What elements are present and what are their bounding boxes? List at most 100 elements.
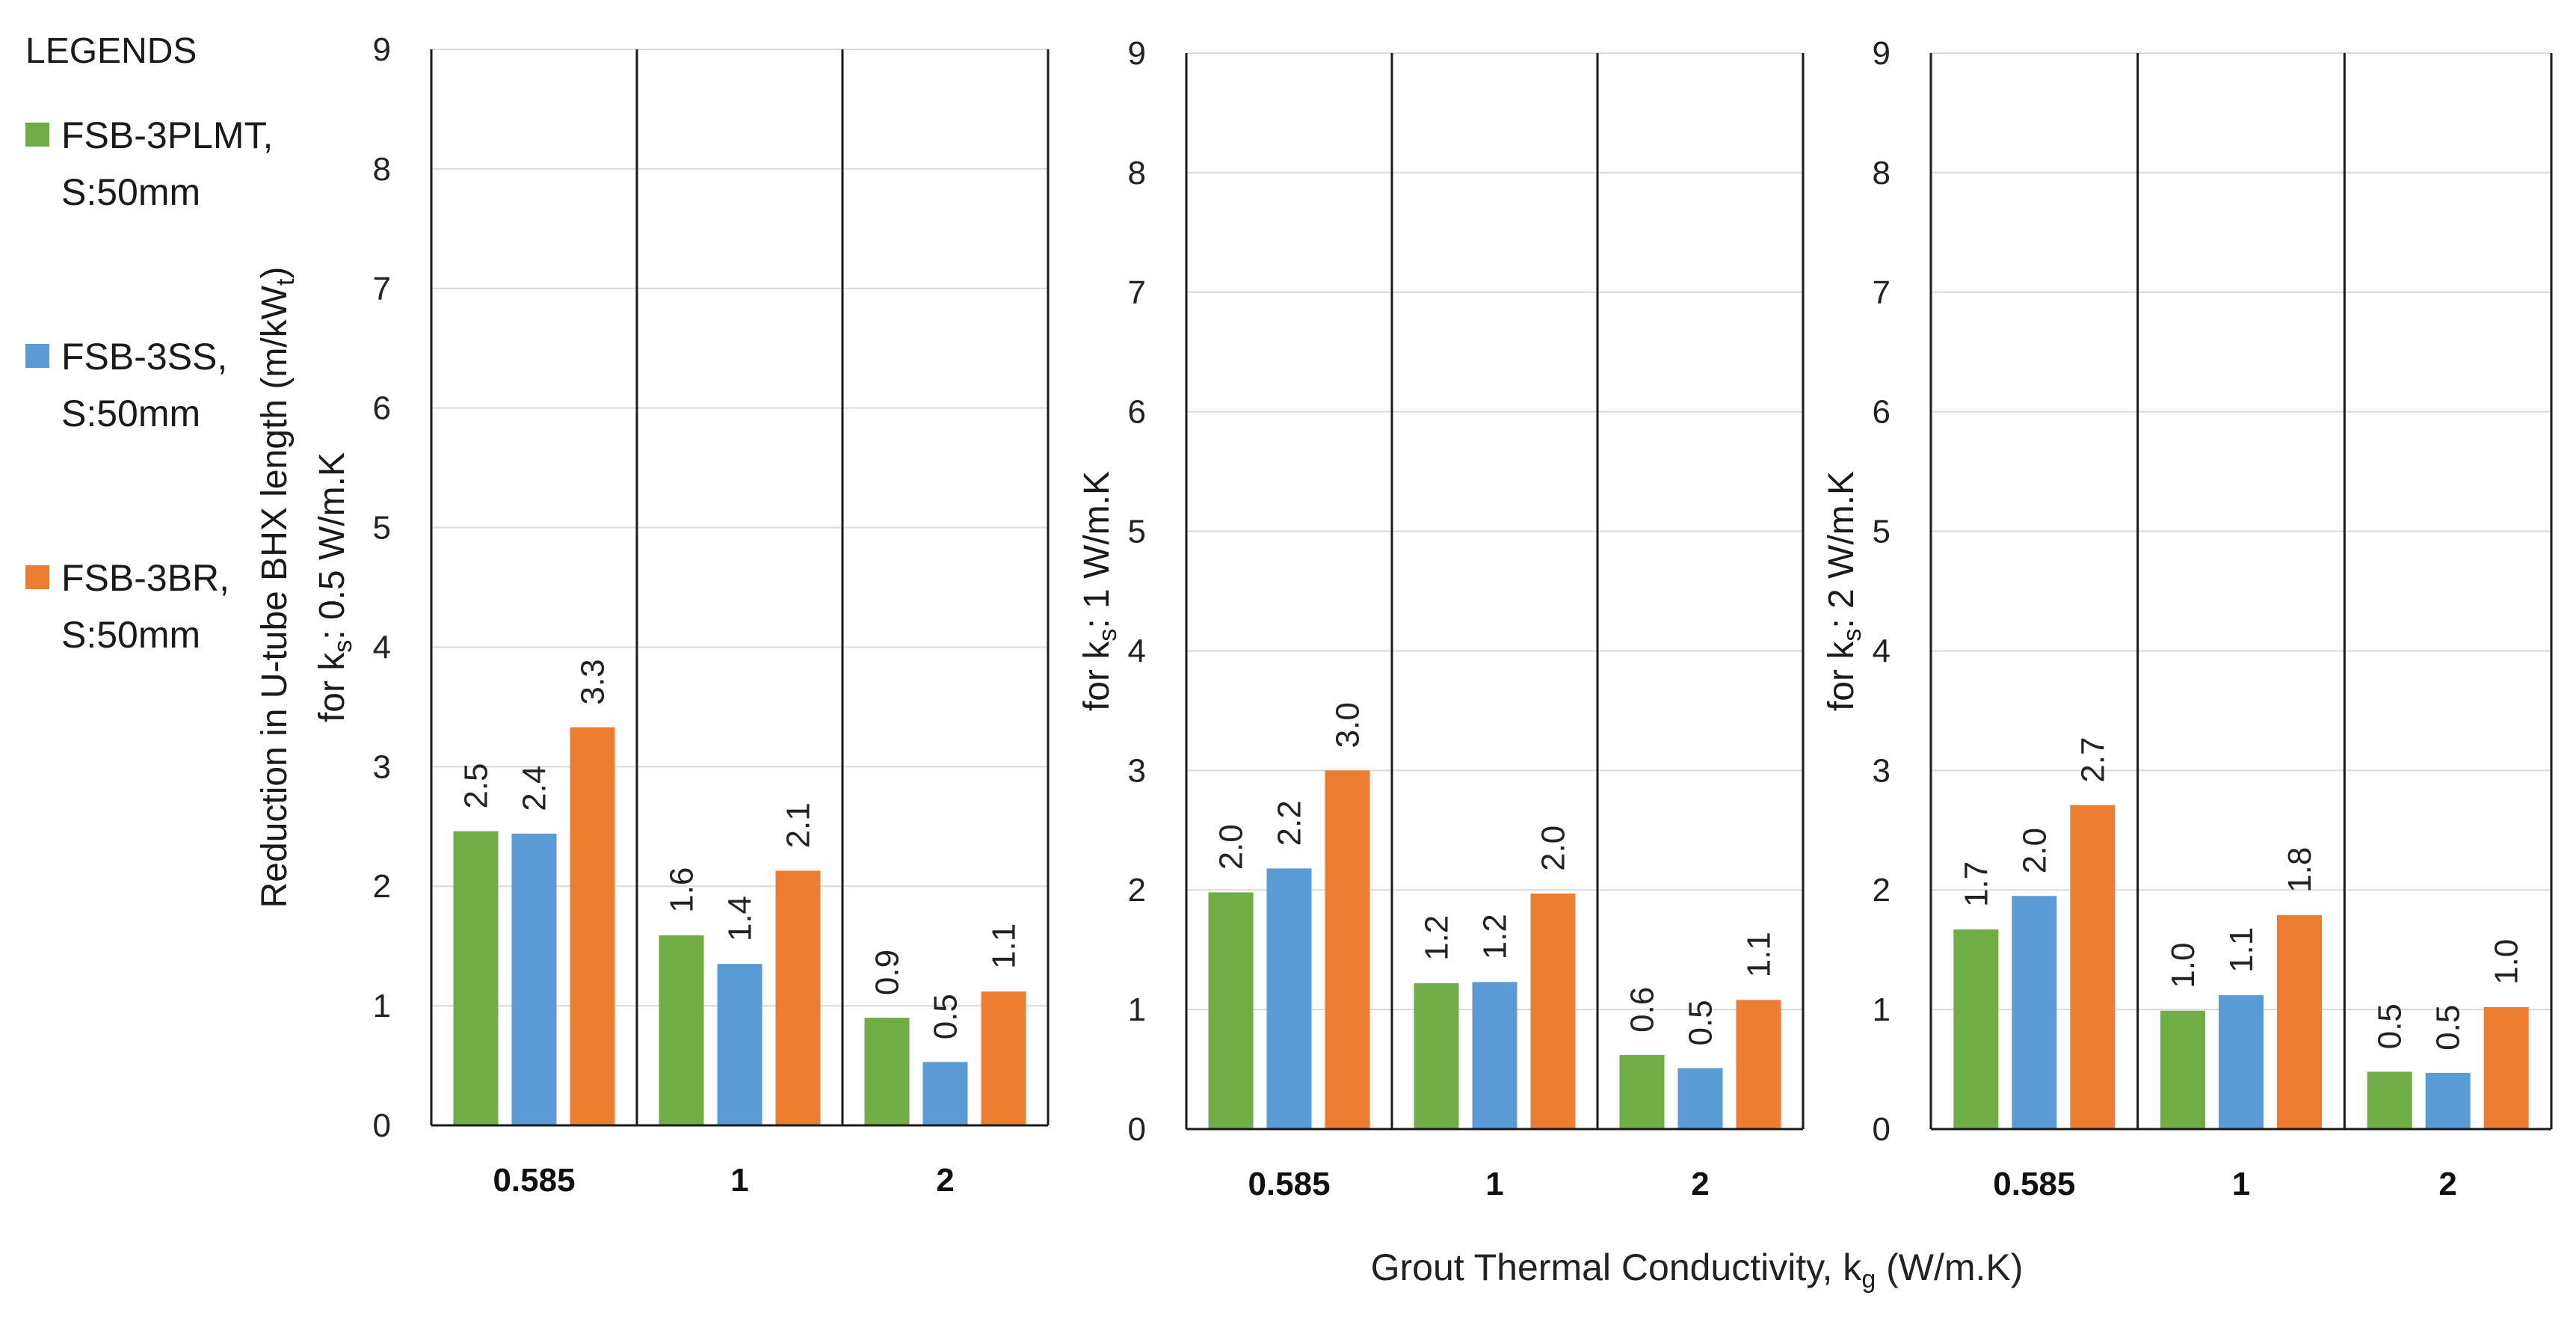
data-label: 0.5: [2430, 1005, 2467, 1051]
data-label: 1.6: [664, 867, 700, 913]
legend-label: FSB-3SS,: [61, 336, 227, 378]
y-tick-label: 2: [1128, 872, 1146, 908]
data-label: 1.8: [2281, 847, 2318, 893]
x-tick-label: 2: [2438, 1166, 2456, 1202]
y-tick-label: 8: [1128, 155, 1146, 191]
bar: [2012, 896, 2057, 1129]
data-label: 2.0: [1213, 824, 1250, 870]
bar: [1266, 868, 1312, 1129]
y-axis-title: Reduction in U-tube BHX length (m/kWt): [255, 267, 300, 908]
y-tick-label: 1: [373, 988, 391, 1024]
y-tick-label: 4: [373, 629, 391, 665]
x-tick-label: 1: [1485, 1166, 1503, 1202]
y-tick-label: 8: [1873, 155, 1891, 191]
bar: [659, 935, 704, 1125]
y-axis-subtitle: for ks: 1 W/m.K: [1077, 471, 1122, 711]
x-axis-title: Grout Thermal Conductivity, kg (W/m.K): [1371, 1246, 2024, 1294]
bar: [864, 1018, 910, 1125]
bar: [570, 727, 615, 1125]
bar: [1530, 894, 1576, 1129]
data-label: 2.0: [1535, 825, 1572, 871]
data-label: 2.2: [1272, 800, 1308, 846]
x-tick-label: 2: [936, 1162, 954, 1199]
legend-title: LEGENDS: [25, 31, 197, 71]
y-tick-label: 7: [373, 271, 391, 307]
bar: [1472, 982, 1517, 1129]
data-label: 0.9: [869, 950, 906, 995]
data-label: 3.0: [1330, 702, 1366, 748]
data-label: 1.4: [722, 896, 759, 941]
bar: [2070, 805, 2116, 1129]
x-tick-label: 1: [730, 1162, 748, 1199]
bar: [1325, 770, 1370, 1129]
y-tick-label: 0: [1128, 1111, 1146, 1148]
bar: [2160, 1010, 2205, 1129]
chart-panel: 0 1 2 3 4 5 6 7 8 9 1.7 2.0 2.7 1.0 1.1 1.8 0.5 0.5 1.0 0.5…: [1822, 35, 2553, 1202]
bar: [2277, 914, 2322, 1129]
legend-swatch: [25, 565, 49, 589]
legend-label: S:50mm: [61, 393, 200, 434]
legend-swatch: [25, 123, 49, 147]
legend: LEGENDSFSB-3PLMT,S:50mmFSB-3SS,S:50mmFSB…: [25, 31, 273, 656]
y-tick-label: 3: [373, 748, 391, 785]
y-axis-subtitle: for ks: 2 W/m.K: [1822, 471, 1867, 711]
data-label: 3.3: [575, 659, 611, 704]
data-label: 0.5: [2372, 1003, 2409, 1049]
bar: [775, 870, 821, 1125]
data-label: 1.0: [2489, 939, 2525, 985]
data-label: 2.1: [780, 802, 817, 848]
y-tick-label: 9: [373, 31, 391, 68]
data-label: 0.6: [1624, 987, 1661, 1033]
x-tick-label: 1: [2232, 1166, 2250, 1202]
bar: [1619, 1054, 1665, 1129]
data-label: 1.1: [986, 923, 1023, 969]
y-tick-label: 5: [373, 510, 391, 547]
y-tick-label: 2: [373, 868, 391, 905]
y-tick-label: 4: [1873, 633, 1891, 669]
legend-label: FSB-3PLMT,: [61, 114, 273, 156]
bar: [2367, 1072, 2412, 1129]
y-axis-subtitle: for ks: 0.5 W/m.K: [312, 452, 357, 722]
legend-swatch: [25, 344, 49, 368]
data-label: 2.5: [458, 763, 495, 809]
y-tick-label: 8: [373, 151, 391, 188]
y-tick-label: 7: [1128, 274, 1146, 311]
x-tick-label: 0.585: [1993, 1166, 2075, 1202]
y-tick-label: 9: [1128, 35, 1146, 72]
bar: [1414, 983, 1459, 1129]
y-tick-label: 7: [1873, 274, 1891, 311]
chart-panel: 0 1 2 3 4 5 6 7 8 9 2.0 2.2 3.0 1.2 1.2 2.0 0.6 0.5 1.1 0.5…: [1077, 35, 1805, 1202]
y-tick-label: 5: [1128, 514, 1146, 550]
legend-label: FSB-3BR,: [61, 557, 229, 599]
data-label: 0.5: [928, 994, 964, 1039]
y-tick-label: 6: [1873, 394, 1891, 431]
x-tick-label: 0.585: [1248, 1166, 1330, 1202]
bar: [511, 833, 557, 1125]
y-tick-label: 4: [1128, 633, 1146, 669]
data-label: 1.0: [2165, 943, 2201, 989]
legend-item: FSB-3BR, S:50mm: [25, 557, 229, 656]
y-tick-label: 3: [1128, 752, 1146, 789]
chart-panels: 0 1 2 3 4 5 6 7 8 9 2.5 2.4 3.3 1.6 1.4 2.1 0.9 0.5 1.1 0.5…: [255, 31, 2553, 1202]
bar: [1953, 929, 1999, 1129]
y-tick-label: 5: [1873, 514, 1891, 550]
y-tick-label: 0: [373, 1107, 391, 1144]
bar: [981, 991, 1026, 1125]
y-tick-label: 0: [1873, 1111, 1891, 1148]
legend-item: FSB-3PLMT, S:50mm: [25, 114, 273, 213]
bar: [1677, 1068, 1723, 1129]
y-tick-label: 6: [1128, 394, 1146, 431]
bar: [2425, 1072, 2471, 1129]
data-label: 0.5: [1683, 1000, 1719, 1045]
y-tick-label: 3: [1873, 752, 1891, 789]
data-label: 2.7: [2074, 737, 2111, 783]
legend-item: FSB-3SS, S:50mm: [25, 336, 227, 434]
y-tick-label: 6: [373, 390, 391, 427]
y-tick-label: 9: [1873, 35, 1891, 72]
x-tick-label: 0.585: [493, 1162, 575, 1199]
data-label: 1.7: [1958, 861, 1994, 907]
legend-label: S:50mm: [61, 171, 200, 213]
x-tick-label: 2: [1691, 1166, 1709, 1202]
data-label: 1.1: [1741, 932, 1778, 977]
